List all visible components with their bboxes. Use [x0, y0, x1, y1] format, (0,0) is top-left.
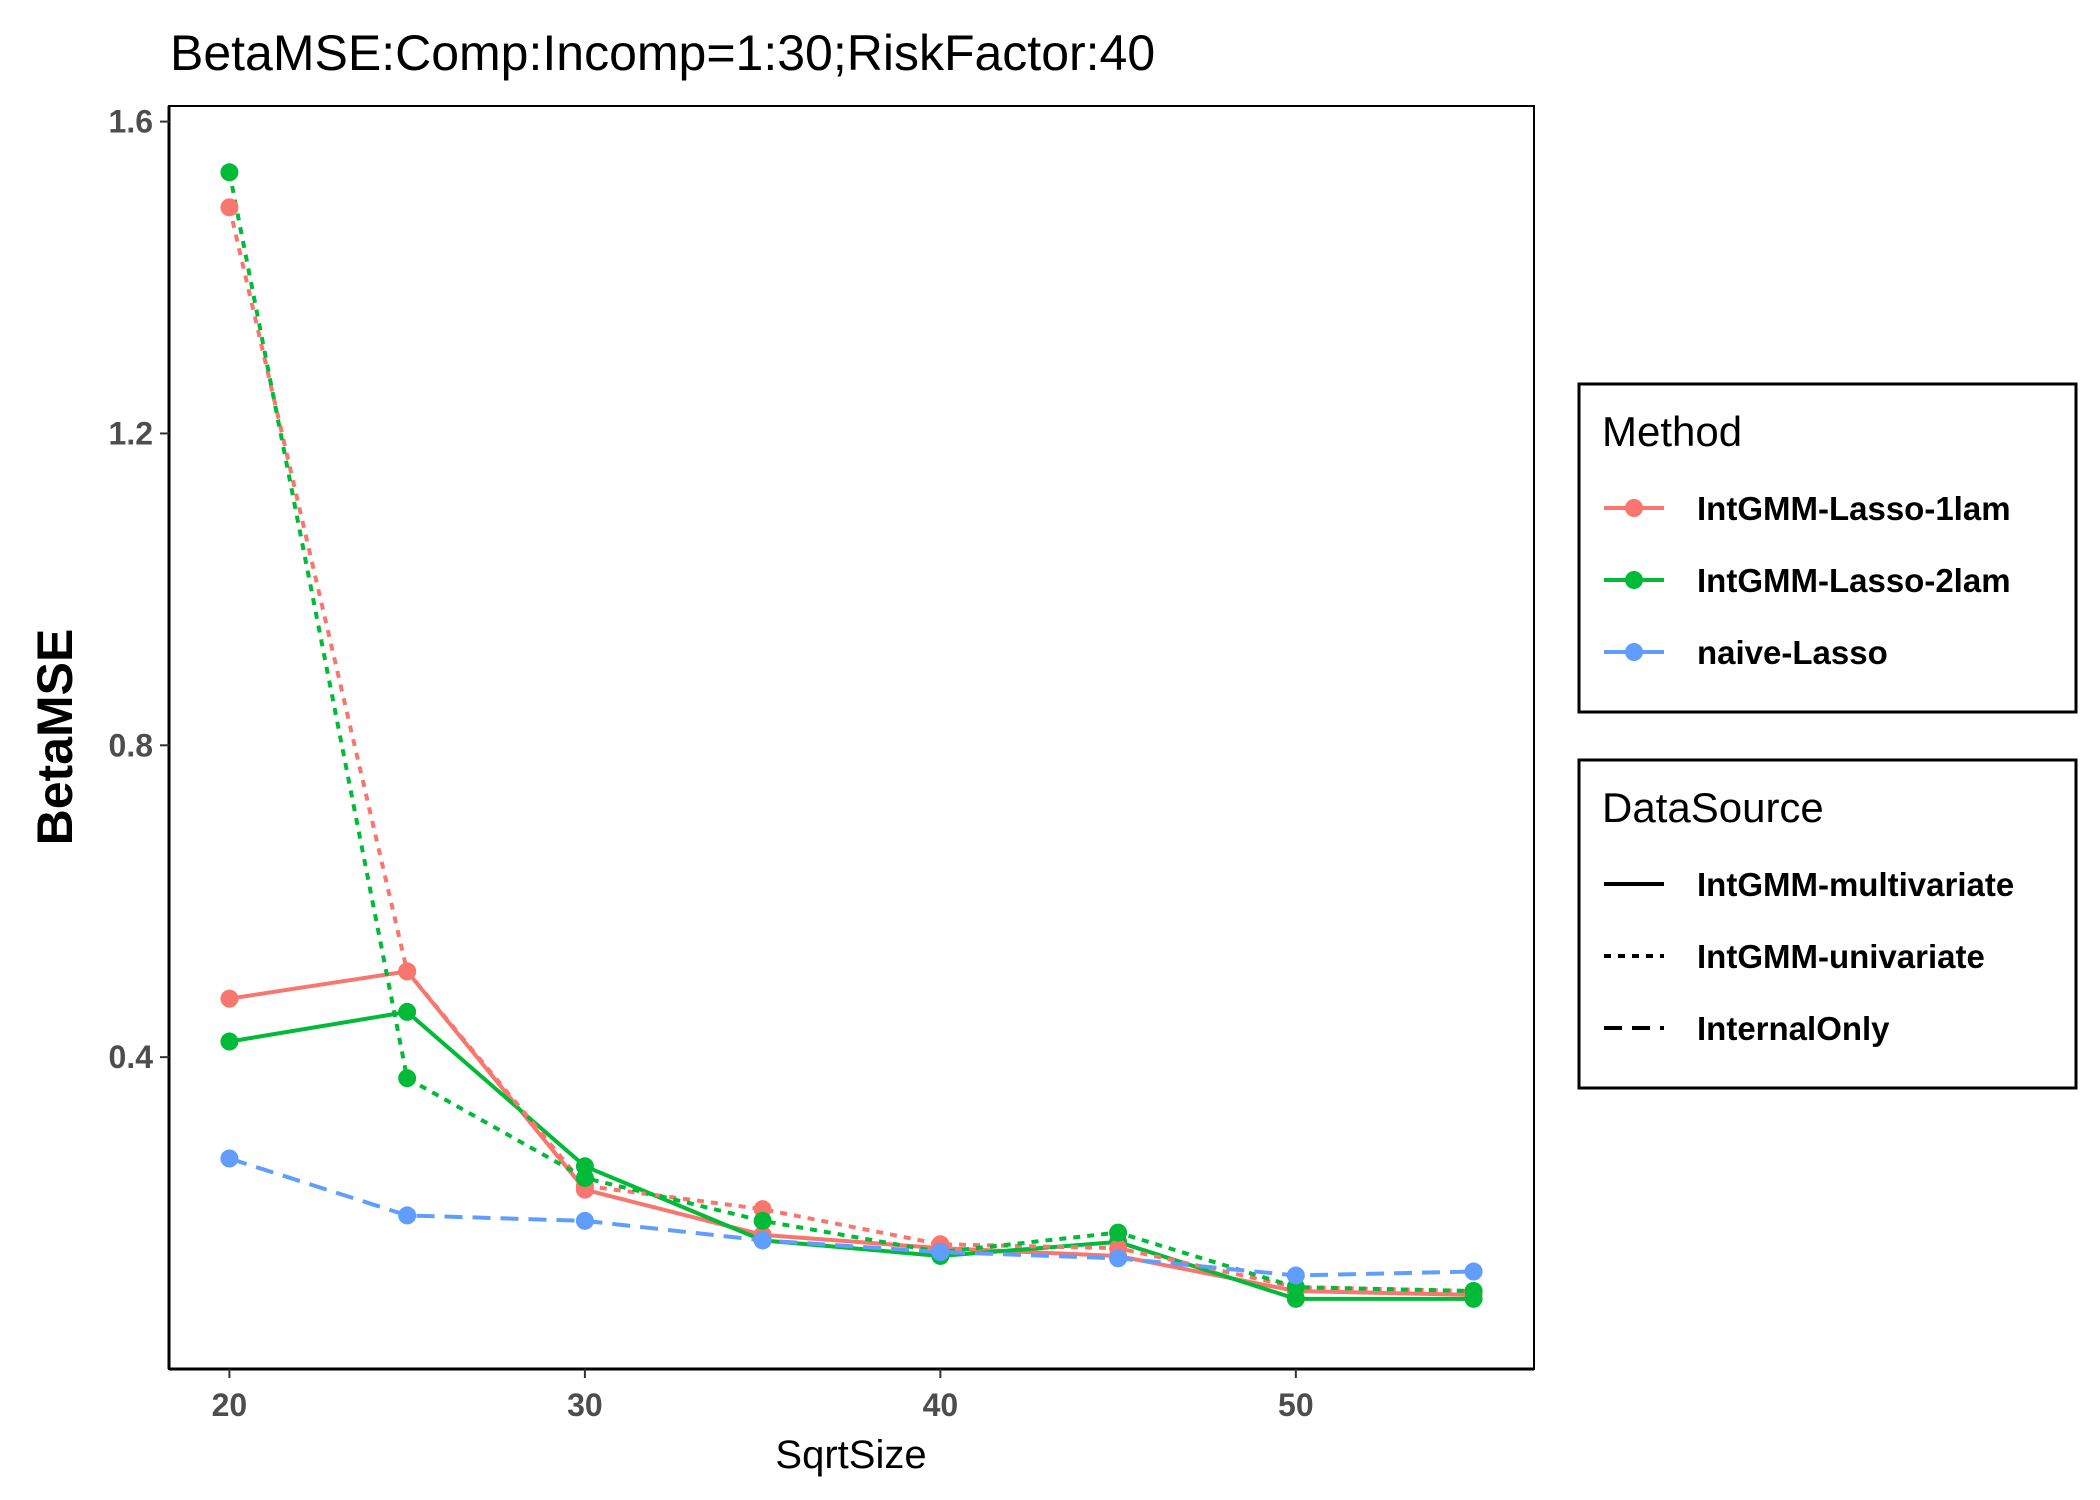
data-point — [398, 1002, 417, 1021]
data-point — [1286, 1266, 1305, 1285]
legend-item-label: naive-Lasso — [1697, 634, 1888, 671]
series-layer — [220, 163, 1483, 1308]
chart-title: BetaMSE:Comp:Incomp=1:30;RiskFactor:40 — [170, 25, 1155, 81]
data-point — [220, 163, 239, 182]
legend-item-label: IntGMM-univariate — [1697, 938, 1985, 975]
data-point — [931, 1243, 950, 1262]
x-axis-label: SqrtSize — [775, 1433, 926, 1477]
x-tick-label: 30 — [567, 1387, 603, 1423]
data-point — [220, 1032, 239, 1051]
legend-item-label: InternalOnly — [1697, 1010, 1890, 1047]
series-line-naive-Lasso-InternalOnly — [228, 1156, 1474, 1278]
method-legend-items: IntGMM-Lasso-1lam IntGMM-Lasso-2lam naive-… — [1604, 490, 2011, 671]
data-point — [398, 1069, 417, 1088]
y-tick-label: 1.2 — [109, 415, 153, 451]
data-point — [220, 1149, 239, 1168]
data-point — [220, 198, 239, 217]
y-tick-label: 1.6 — [109, 104, 153, 140]
x-tick-label: 50 — [1278, 1387, 1314, 1423]
legend-item-label: IntGMM-Lasso-1lam — [1697, 490, 2011, 527]
data-point — [1109, 1223, 1128, 1242]
datasource-legend-title: DataSource — [1602, 784, 1824, 831]
y-axis-label: BetaMSE — [27, 629, 83, 846]
x-tick-label: 20 — [212, 1387, 248, 1423]
data-point — [398, 962, 417, 981]
method-legend-title: Method — [1602, 408, 1742, 455]
data-point — [1109, 1249, 1128, 1268]
x-tick-label: 40 — [923, 1387, 959, 1423]
legend-key-point — [1625, 643, 1643, 661]
series-line-IntGMM-Lasso-1lam-IntGMM-univariate — [227, 206, 1474, 1294]
axes: 0.4 0.8 1.2 1.6 20 30 40 50 — [109, 104, 1534, 1423]
data-point — [220, 989, 239, 1008]
y-tick-label: 0.8 — [109, 727, 153, 763]
legend-item-label: IntGMM-multivariate — [1697, 866, 2014, 903]
plot-panel — [168, 105, 1535, 1370]
data-point — [1464, 1282, 1483, 1301]
data-point — [753, 1211, 772, 1230]
y-tick-label: 0.4 — [109, 1039, 154, 1075]
legend-item-label: IntGMM-Lasso-2lam — [1697, 562, 2011, 599]
data-point — [753, 1231, 772, 1250]
data-point — [398, 1206, 417, 1225]
legend-key-point — [1625, 571, 1643, 589]
method-legend-box — [1577, 382, 2078, 714]
data-point — [575, 1168, 594, 1187]
series-line-IntGMM-Lasso-2lam-IntGMM-univariate — [227, 171, 1474, 1294]
data-point — [575, 1211, 594, 1230]
datasource-legend-items: IntGMM-multivariate IntGMM-univariate Inte… — [1604, 866, 2014, 1047]
legend-key-point — [1625, 499, 1643, 517]
datasource-legend-box — [1577, 758, 2078, 1090]
data-point — [1464, 1262, 1483, 1281]
